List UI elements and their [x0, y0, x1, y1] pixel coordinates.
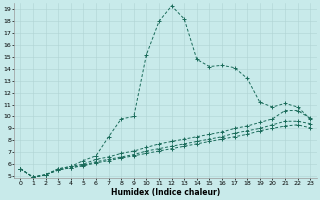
X-axis label: Humidex (Indice chaleur): Humidex (Indice chaleur) [111, 188, 220, 197]
